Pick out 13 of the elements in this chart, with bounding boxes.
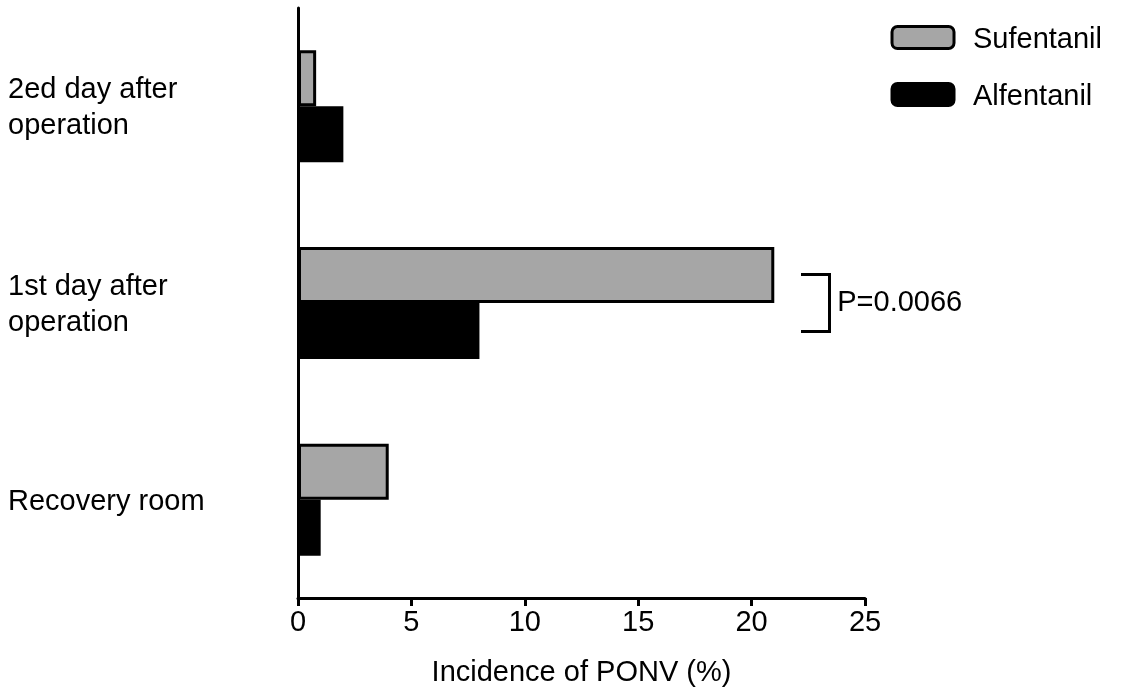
legend-label: Alfentanil xyxy=(973,78,1093,111)
x-tick-label: 15 xyxy=(622,604,655,637)
x-tick-label: 0 xyxy=(289,604,307,637)
y-tick-label: 2ed day after operation xyxy=(8,72,186,141)
y-tick-label: 1st day after operation xyxy=(8,269,176,337)
x-tick-label: 5 xyxy=(403,604,420,637)
legend-label: Sufentanil xyxy=(973,21,1103,54)
x-tick-label: 20 xyxy=(735,604,768,637)
annotation: P=0.0066 xyxy=(837,285,963,318)
x-axis-title: Incidence of PONV (%) xyxy=(431,654,732,687)
x-tick-label: 10 xyxy=(508,604,541,637)
x-tick-label: 25 xyxy=(848,604,882,637)
y-tick-label: Recovery room xyxy=(8,483,205,516)
